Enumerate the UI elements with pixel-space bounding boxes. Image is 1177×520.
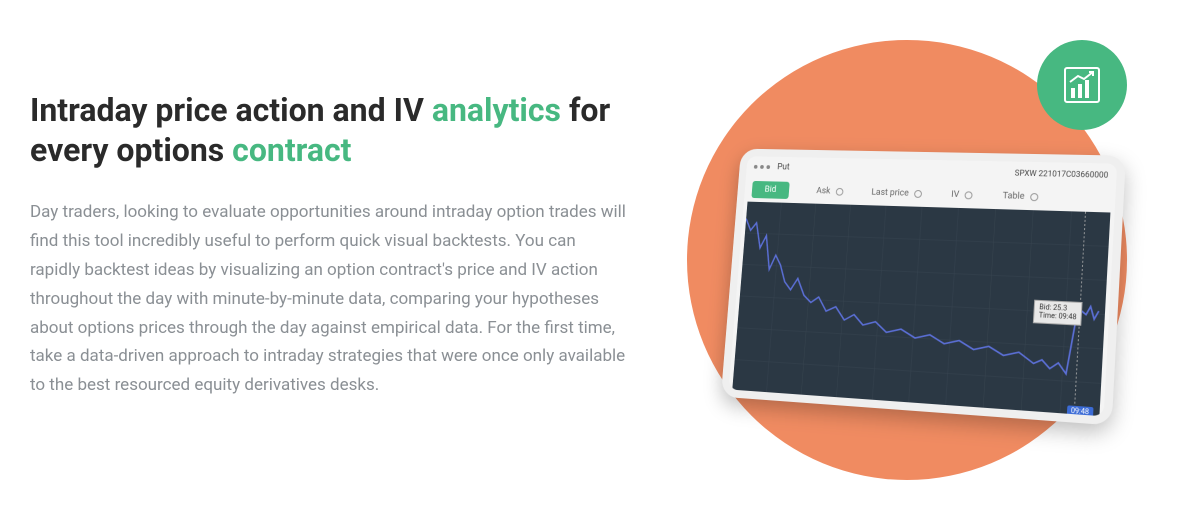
chart-growth-icon	[1059, 62, 1105, 108]
body-paragraph: Day traders, looking to evaluate opportu…	[30, 198, 627, 400]
text-column: Intraday price action and IV analytics f…	[30, 20, 627, 500]
page-heading: Intraday price action and IV analytics f…	[30, 90, 627, 170]
tab-ask[interactable]: Ask	[816, 186, 844, 196]
tab-bid[interactable]: Bid	[751, 181, 789, 199]
radio-icon	[914, 190, 922, 198]
chart-tooltip: Bid: 25.3 Time: 09:48	[1033, 300, 1082, 326]
time-axis-label: 09:48	[1066, 405, 1093, 417]
window-dots-icon	[754, 165, 770, 169]
tablet-mockup: Put SPXW 221017C03660000 Bid Ask Last pr…	[721, 149, 1126, 426]
heading-accent1: analytics	[432, 91, 561, 129]
ticker-symbol: SPXW 221017C03660000	[1014, 168, 1108, 179]
radio-icon	[1030, 193, 1039, 201]
price-chart[interactable]: Bid: 25.3 Time: 09:48 09:48	[732, 202, 1110, 421]
tab-iv[interactable]: IV	[951, 190, 973, 200]
tooltip-time: Time: 09:48	[1039, 312, 1077, 323]
tab-lastprice[interactable]: Last price	[871, 188, 922, 199]
option-type-label: Put	[777, 163, 790, 173]
heading-accent2: contract	[232, 131, 351, 169]
radio-icon	[836, 188, 844, 196]
illustration-column: Put SPXW 221017C03660000 Bid Ask Last pr…	[667, 20, 1147, 500]
tab-table[interactable]: Table	[1002, 191, 1039, 202]
analytics-badge	[1037, 40, 1127, 130]
heading-part1: Intraday price action and IV	[30, 91, 432, 129]
radio-icon	[965, 191, 973, 199]
